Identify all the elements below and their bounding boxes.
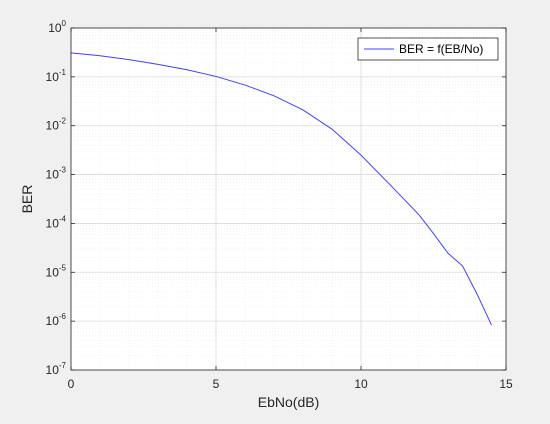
y-tick-label: 10-6 xyxy=(46,312,67,328)
y-tick-base: 10 xyxy=(48,21,62,35)
y-tick-label: 10-5 xyxy=(46,263,67,279)
y-tick-exponent: -1 xyxy=(59,68,67,77)
x-tick-label: 15 xyxy=(499,377,513,391)
y-tick-base: 10 xyxy=(46,70,60,84)
y-tick-label: 10-2 xyxy=(46,117,67,133)
y-tick-exponent: -6 xyxy=(59,312,67,321)
y-tick-base: 10 xyxy=(46,363,60,377)
x-tick-label: 10 xyxy=(354,377,368,391)
y-tick-exponent: -4 xyxy=(59,214,67,223)
y-tick-label: 10-3 xyxy=(46,166,67,182)
axis-ticks xyxy=(70,27,507,371)
y-tick-exponent: -5 xyxy=(59,263,67,272)
y-tick-label: 100 xyxy=(48,19,66,35)
y-tick-exponent: -7 xyxy=(59,361,67,370)
legend: BER = f(EB/No) xyxy=(357,37,499,61)
y-tick-exponent: -2 xyxy=(59,117,67,126)
y-tick-base: 10 xyxy=(46,119,60,133)
y-tick-label: 10-1 xyxy=(46,68,67,84)
y-tick-base: 10 xyxy=(46,265,60,279)
legend-box xyxy=(357,37,499,61)
y-tick-base: 10 xyxy=(46,168,60,182)
y-tick-base: 10 xyxy=(46,314,60,328)
legend-label: BER = f(EB/No) xyxy=(399,42,483,56)
x-tick-label: 5 xyxy=(213,377,220,391)
axes-background xyxy=(71,28,506,370)
minor-grid xyxy=(71,28,506,370)
series-line xyxy=(70,52,492,326)
y-tick-label: 10-4 xyxy=(46,214,67,230)
y-tick-exponent: 0 xyxy=(62,19,67,28)
x-tick-labels: 0 5 10 15 xyxy=(68,377,513,391)
y-tick-label: 10-7 xyxy=(46,361,67,377)
axes-frame xyxy=(70,27,507,371)
y-tick-base: 10 xyxy=(46,216,60,230)
x-tick-label: 0 xyxy=(68,377,75,391)
y-tick-exponent: -3 xyxy=(59,166,67,175)
x-axis-label: EbNo(dB) xyxy=(258,394,319,410)
y-axis-label: BER xyxy=(19,185,35,214)
